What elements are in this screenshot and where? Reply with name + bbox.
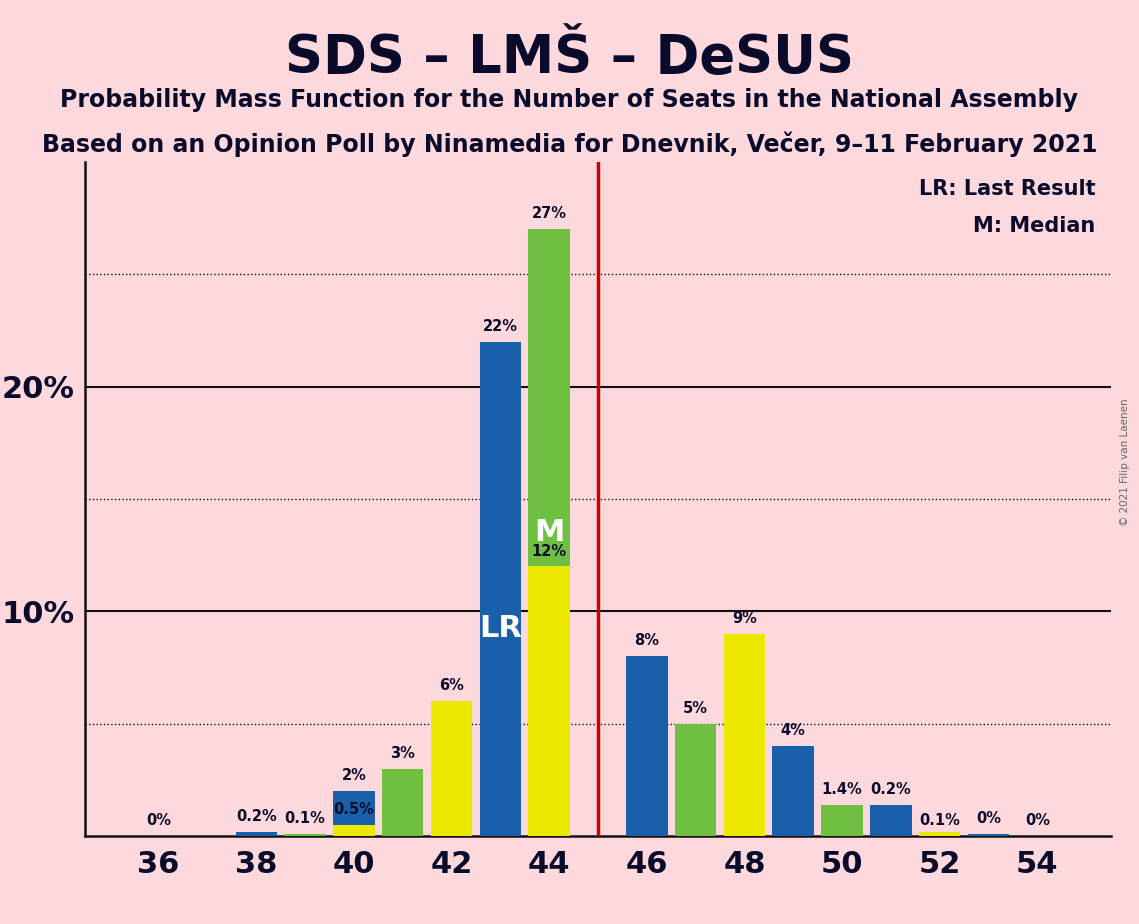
Text: 6%: 6% <box>440 678 464 693</box>
Text: 0.2%: 0.2% <box>236 808 277 824</box>
Bar <box>870 805 911 836</box>
Bar <box>968 834 1009 836</box>
Text: 4%: 4% <box>781 723 805 738</box>
Text: 0%: 0% <box>976 811 1001 826</box>
Text: Probability Mass Function for the Number of Seats in the National Assembly: Probability Mass Function for the Number… <box>60 88 1079 112</box>
Text: 8%: 8% <box>634 634 659 649</box>
Text: 5%: 5% <box>683 701 708 716</box>
Bar <box>431 701 473 836</box>
Text: 0.2%: 0.2% <box>870 782 911 796</box>
Text: 2%: 2% <box>342 769 367 784</box>
Text: LR: LR <box>478 614 522 643</box>
Bar <box>723 634 765 836</box>
Bar <box>382 769 424 836</box>
Bar <box>821 805 863 836</box>
Bar <box>528 229 570 836</box>
Text: Based on an Opinion Poll by Ninamedia for Dnevnik, Večer, 9–11 February 2021: Based on an Opinion Poll by Ninamedia fo… <box>42 131 1097 157</box>
Text: 1.4%: 1.4% <box>821 782 862 796</box>
Text: © 2021 Filip van Laenen: © 2021 Filip van Laenen <box>1121 398 1130 526</box>
Text: SDS – LMŠ – DeSUS: SDS – LMŠ – DeSUS <box>285 32 854 84</box>
Bar <box>236 832 277 836</box>
Text: M: Median: M: Median <box>973 215 1096 236</box>
Text: LR: Last Result: LR: Last Result <box>918 178 1096 199</box>
Text: 9%: 9% <box>732 611 756 626</box>
Text: 0%: 0% <box>1025 813 1050 828</box>
Bar <box>480 342 522 836</box>
Text: 0.5%: 0.5% <box>334 802 375 817</box>
Text: M: M <box>534 518 564 547</box>
Text: 0.1%: 0.1% <box>919 813 960 828</box>
Bar <box>285 834 326 836</box>
Bar <box>528 566 570 836</box>
Bar <box>674 723 716 836</box>
Bar <box>626 656 667 836</box>
Bar <box>772 747 814 836</box>
Bar <box>919 832 960 836</box>
Text: 3%: 3% <box>391 746 415 760</box>
Text: 22%: 22% <box>483 319 518 334</box>
Bar <box>919 832 960 836</box>
Bar <box>334 825 375 836</box>
Text: 12%: 12% <box>532 543 567 558</box>
Text: 0.1%: 0.1% <box>285 811 326 826</box>
Text: 0%: 0% <box>146 813 171 828</box>
Bar <box>334 791 375 836</box>
Text: 27%: 27% <box>532 206 567 221</box>
